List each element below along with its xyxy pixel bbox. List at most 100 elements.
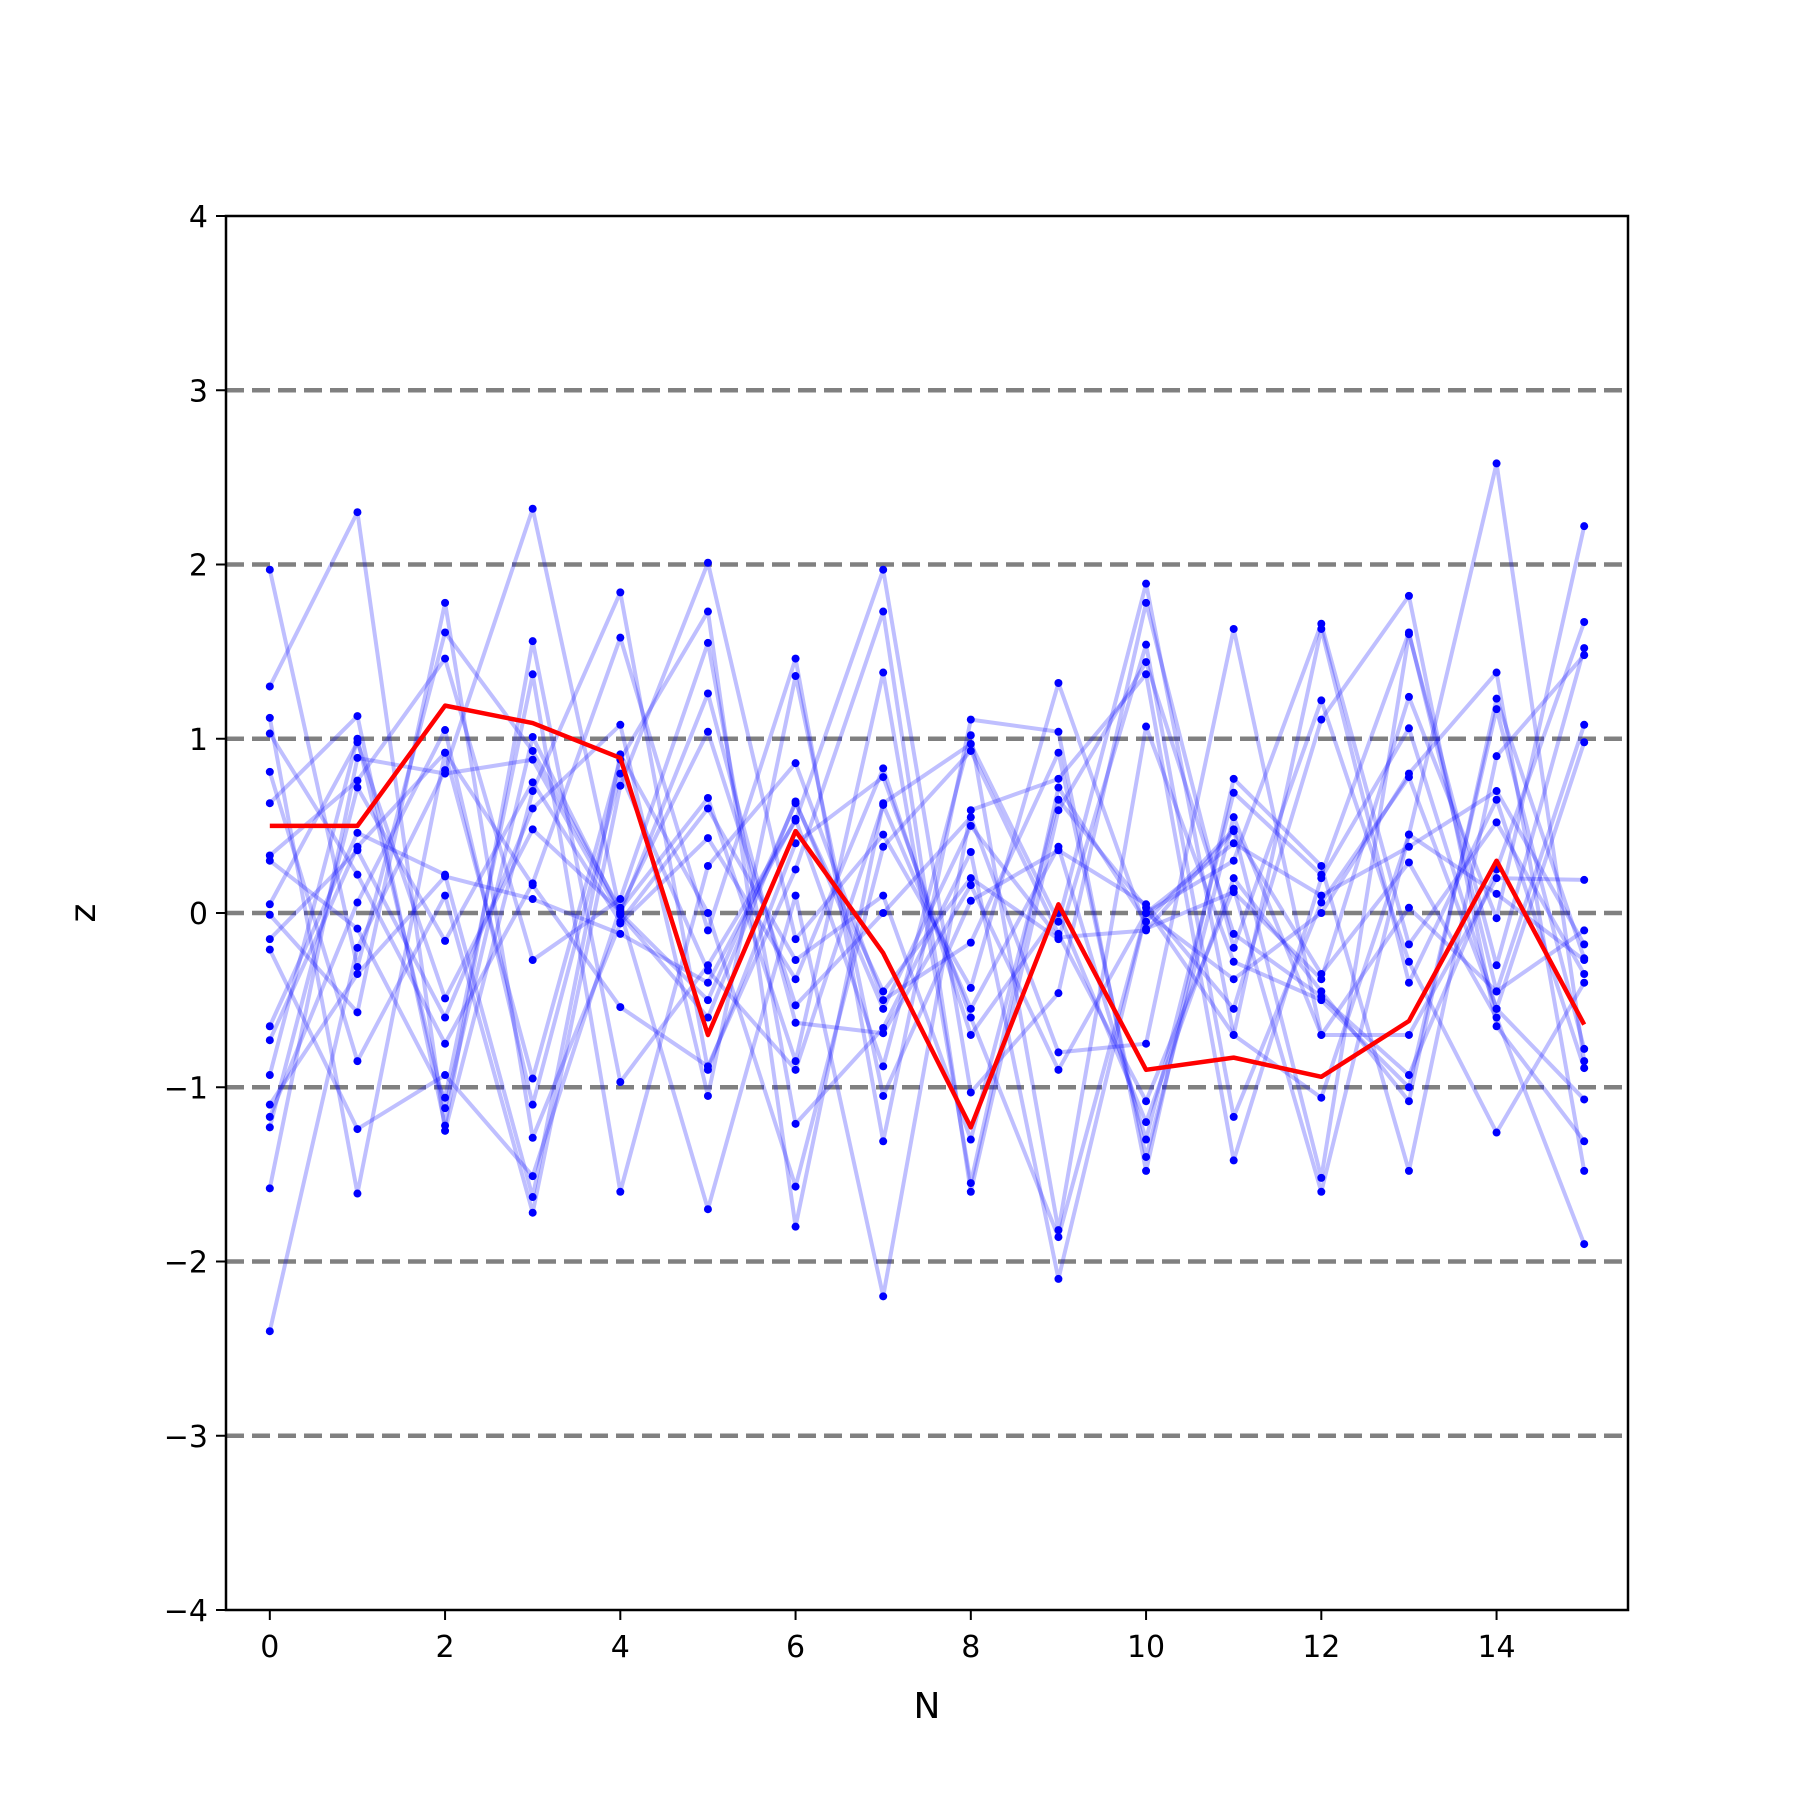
series-13-point-9 — [1054, 1048, 1063, 1057]
series-2-point-15 — [1580, 738, 1589, 747]
series-2-point-5 — [703, 996, 712, 1005]
series-19-point-14 — [1492, 795, 1501, 804]
series-7-point-13 — [1404, 957, 1413, 966]
series-6-point-3 — [528, 1208, 537, 1217]
series-11-point-1 — [353, 1008, 362, 1017]
series-1-point-15 — [1580, 644, 1589, 653]
series-11-point-3 — [528, 1133, 537, 1142]
series-17-point-12 — [1317, 996, 1326, 1005]
series-17-point-6 — [791, 814, 800, 823]
series-8-point-5 — [703, 638, 712, 647]
series-15-point-8 — [966, 1187, 975, 1196]
y-axis-label: z — [63, 904, 104, 923]
series-8-point-1 — [353, 776, 362, 785]
series-11-point-13 — [1404, 1097, 1413, 1106]
series-2-point-3 — [528, 504, 537, 513]
series-5-point-1 — [353, 870, 362, 879]
series-17-point-9 — [1054, 1226, 1063, 1235]
series-11-point-7 — [879, 764, 888, 773]
series-11-point-6 — [791, 975, 800, 984]
series-15-point-1 — [353, 842, 362, 851]
series-3-point-1 — [353, 508, 362, 517]
series-2-point-1 — [353, 943, 362, 952]
series-8-point-12 — [1317, 909, 1326, 917]
series-line-12 — [268, 593, 1586, 1143]
series-7-point-9 — [1054, 989, 1063, 998]
series-15-point-4 — [616, 1003, 625, 1012]
series-9-point-13 — [1404, 1030, 1413, 1039]
series-9-point-0 — [265, 856, 274, 865]
series-10-point-9 — [1054, 774, 1063, 783]
series-7-point-1 — [353, 712, 362, 721]
series-6-point-6 — [791, 935, 800, 944]
series-10-point-11 — [1229, 1156, 1238, 1165]
series-3-point-7 — [879, 773, 888, 782]
series-17-point-14 — [1492, 705, 1501, 714]
series-7-point-0 — [265, 799, 274, 808]
series-10-point-10 — [1142, 670, 1151, 679]
series-17-point-7 — [879, 1062, 888, 1071]
series-9-point-7 — [879, 996, 888, 1005]
series-5-point-12 — [1317, 861, 1326, 870]
series-18-point-6 — [791, 1065, 800, 1074]
series-20-point-13 — [1404, 858, 1413, 867]
series-8-point-4 — [616, 895, 625, 904]
series-6-point-14 — [1492, 914, 1501, 923]
series-16-point-14 — [1492, 787, 1501, 796]
x-tick-label-4: 4 — [611, 1630, 630, 1665]
series-13-point-2 — [441, 1071, 450, 1080]
series-19-point-12 — [1317, 624, 1326, 633]
series-19-point-1 — [353, 783, 362, 792]
series-16-point-9 — [1054, 1065, 1063, 1074]
y-tick-label-3: 3 — [189, 374, 208, 409]
series-3-point-11 — [1229, 856, 1238, 865]
series-5-point-9 — [1054, 727, 1063, 736]
series-9-point-8 — [966, 938, 975, 947]
series-16-point-6 — [791, 1018, 800, 1027]
series-18-point-0 — [265, 1112, 274, 1121]
series-19-point-11 — [1229, 1030, 1238, 1039]
series-10-point-8 — [966, 806, 975, 815]
series-5-point-7 — [879, 1137, 888, 1146]
series-19-point-3 — [528, 778, 537, 787]
series-17-point-3 — [528, 895, 537, 904]
series-13-point-12 — [1317, 1030, 1326, 1039]
series-12-point-7 — [879, 1091, 888, 1100]
highlight-line — [269, 703, 1587, 1130]
series-18-point-12 — [1317, 870, 1326, 879]
series-18-point-14 — [1492, 987, 1501, 996]
series-14-point-11 — [1229, 884, 1238, 893]
series-1-point-10 — [1142, 917, 1151, 926]
series-2-point-10 — [1142, 640, 1151, 649]
series-9-point-9 — [1054, 748, 1063, 757]
series-17-point-4 — [616, 929, 625, 938]
series-12-point-6 — [791, 672, 800, 681]
series-4-point-5 — [703, 607, 712, 616]
series-9-point-1 — [353, 924, 362, 933]
series-line-8 — [268, 640, 1587, 1281]
series-line-18 — [267, 630, 1587, 1142]
series-18-point-5 — [703, 966, 712, 975]
series-line-16 — [267, 691, 1586, 1111]
series-line-10 — [268, 672, 1586, 1299]
x-tick-label-0: 0 — [260, 1630, 279, 1665]
series-14-point-3 — [528, 1193, 537, 1202]
series-3-point-3 — [528, 787, 537, 796]
series-4-point-1 — [353, 1189, 362, 1198]
series-19-point-2 — [441, 936, 450, 945]
series-6-point-9 — [1054, 678, 1063, 687]
series-10-point-6 — [791, 891, 800, 900]
series-7-point-7 — [879, 565, 888, 574]
series-15-point-10 — [1142, 658, 1151, 667]
series-16-point-13 — [1404, 842, 1413, 851]
series-18-point-11 — [1229, 788, 1238, 797]
series-15-point-9 — [1054, 806, 1063, 815]
series-15-point-15 — [1580, 618, 1589, 627]
series-18-point-10 — [1142, 1135, 1151, 1144]
series-4-point-9 — [1054, 917, 1063, 926]
series-15-point-5 — [703, 1062, 712, 1071]
series-line-3 — [268, 510, 1586, 1240]
series-1-point-2 — [441, 628, 450, 637]
series-line-1 — [267, 569, 1587, 1186]
